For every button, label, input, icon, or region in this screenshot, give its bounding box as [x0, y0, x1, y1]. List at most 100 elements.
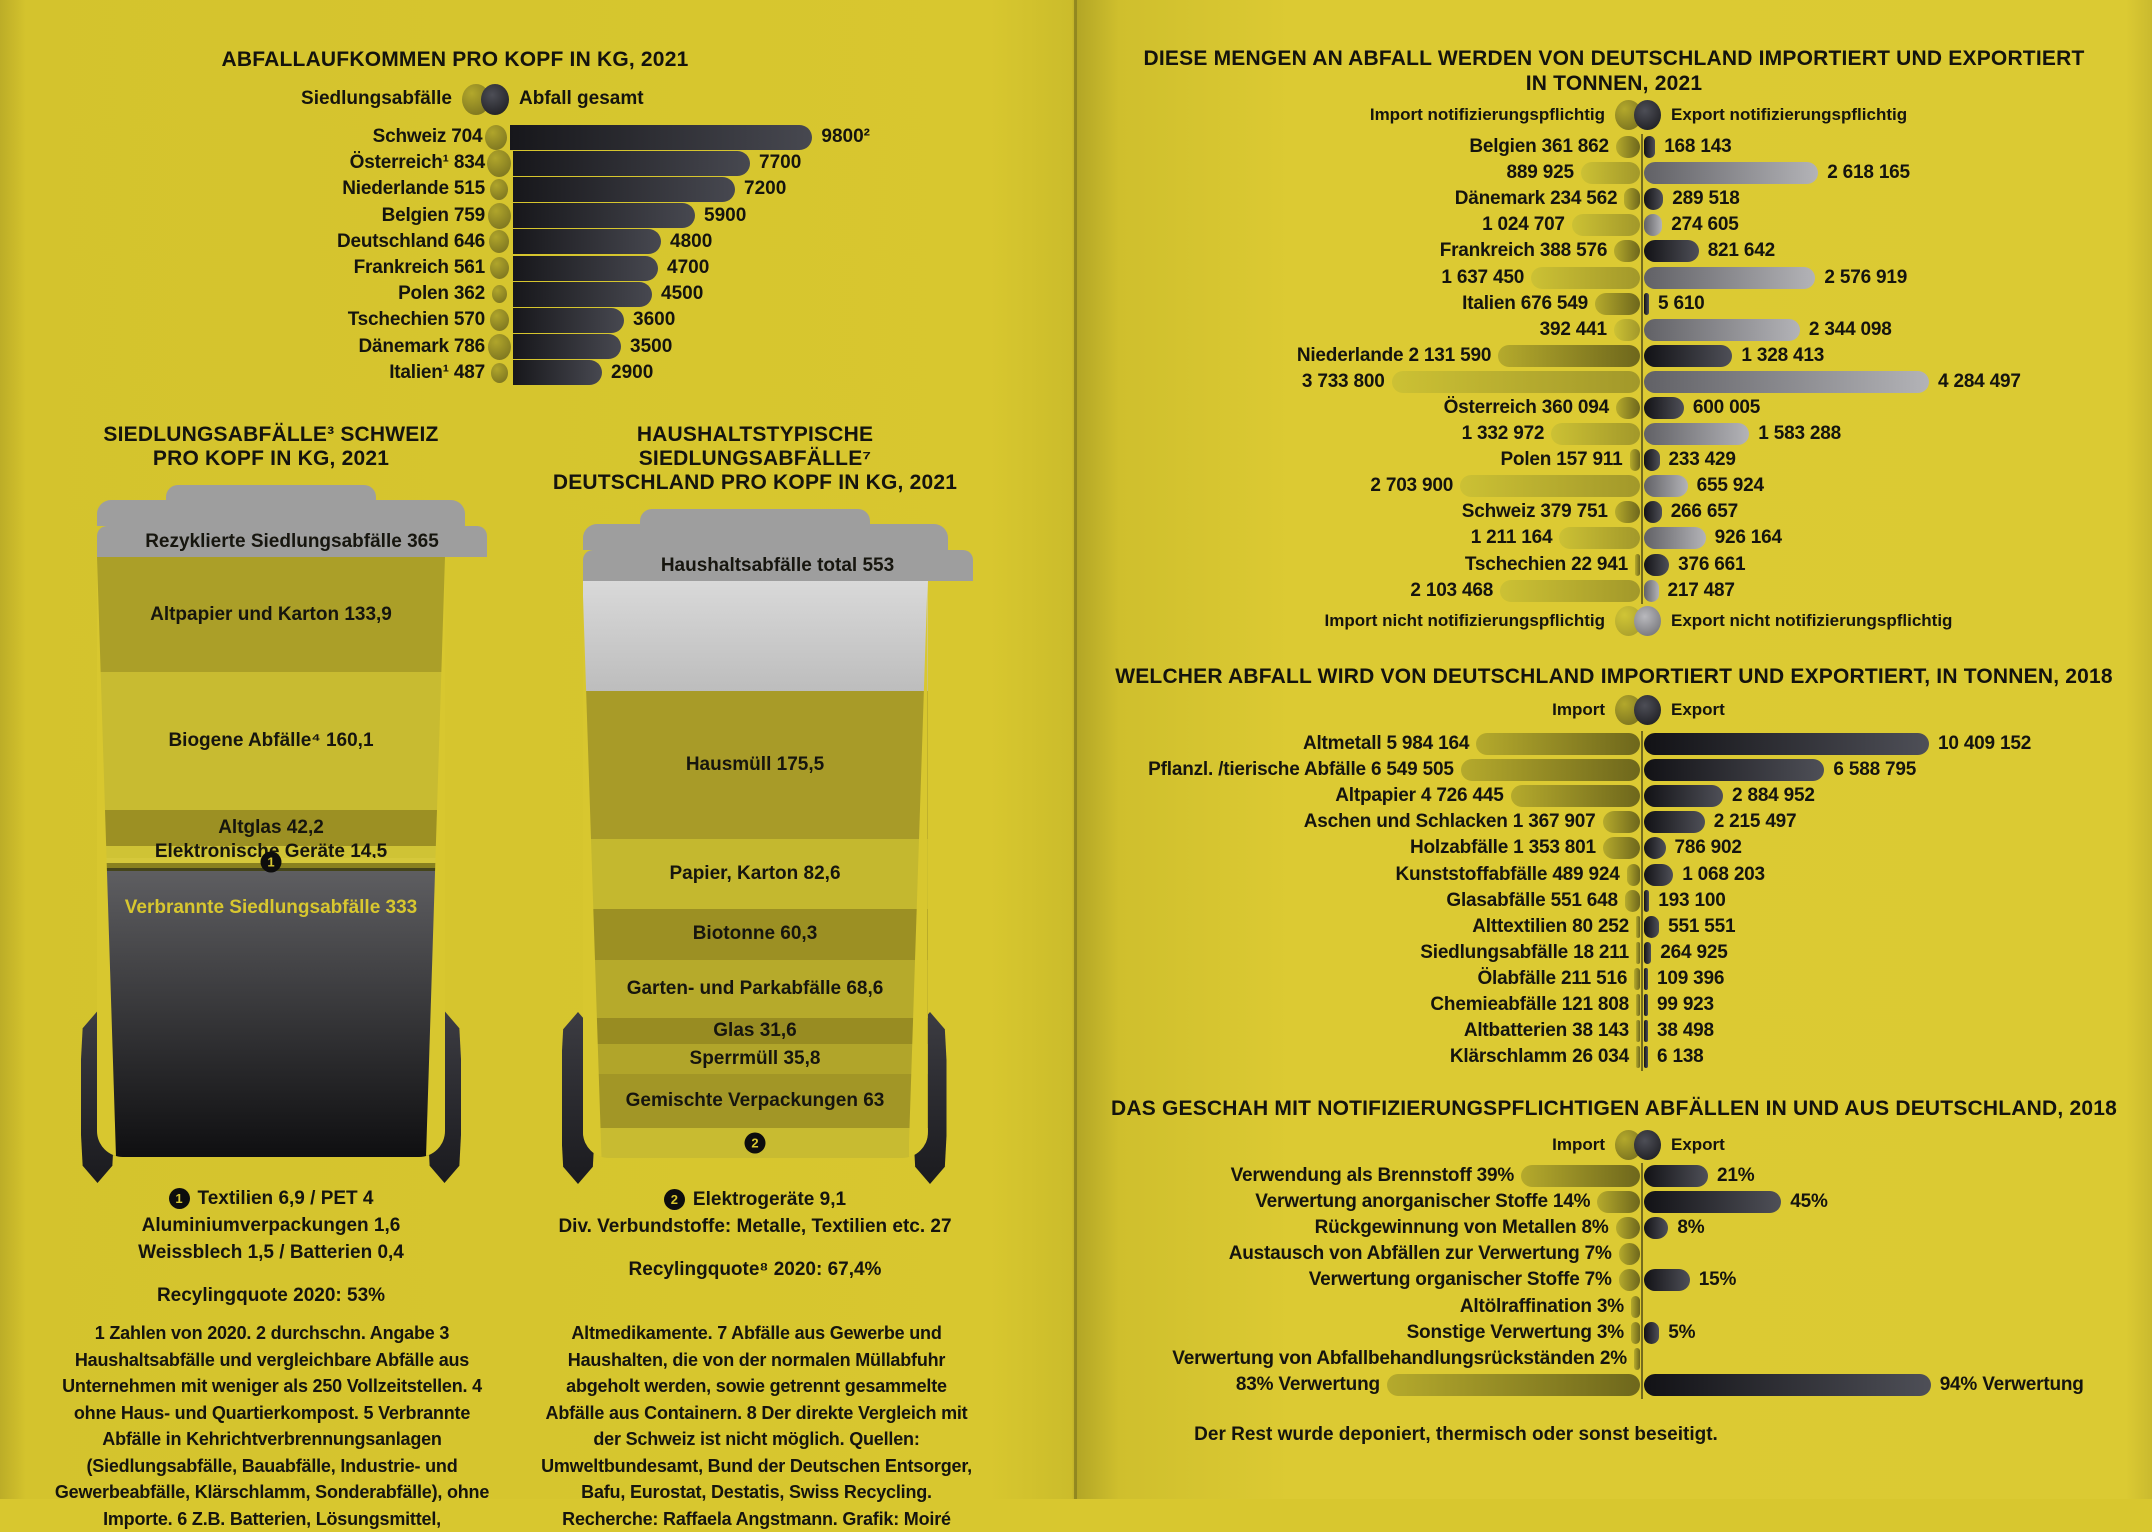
- import-label: Austausch von Abfällen zur Verwertung 7%: [1228, 1243, 1612, 1265]
- export-value: 2 576 919: [1824, 266, 1908, 288]
- bar-row: 3 733 800 4 284 497: [1076, 369, 2152, 395]
- country-label: Österreich¹ 834: [349, 152, 486, 174]
- import-bar: [1521, 1165, 1640, 1188]
- bar-row: Österreich 360 094 600 005: [1076, 395, 2152, 421]
- bin-segment: Glas 31,6: [582, 1017, 928, 1045]
- bin-segment-label: Verbrannte Siedlungsabfälle 333: [124, 896, 418, 918]
- export-bar: [1644, 1046, 1648, 1069]
- bar-row: Italien 676 549 5 610: [1076, 291, 2152, 317]
- bin-burned-segment: Verbrannte Siedlungsabfälle 333: [97, 870, 445, 1157]
- import-bar: [1626, 863, 1640, 886]
- import-bar: [1615, 1217, 1640, 1240]
- bar-row: Altmetall 5 984 164 10 409 152: [1076, 731, 2152, 757]
- bin-title: HAUSHALTSTYPISCHE SIEDLUNGSABFÄLLE⁷ DEUT…: [552, 423, 958, 494]
- bar-row: Altölraffination 3%: [1076, 1293, 2152, 1319]
- import-label: 1 024 707: [1482, 214, 1565, 236]
- import-side: 392 441: [1076, 318, 1642, 341]
- export-value: 4 284 497: [1938, 370, 2021, 392]
- export-value: 1 068 203: [1682, 863, 1765, 885]
- country-label: Niederlande 515: [342, 178, 485, 200]
- bin-body: Hausmüll 175,5 Papier, Karton 82,6 Biotonn…: [582, 581, 928, 1158]
- bin-segment: Altglas 42,2: [97, 809, 445, 846]
- bin-lid-label: Haushaltsabfälle total 553: [582, 550, 973, 581]
- export-bar: [1644, 811, 1705, 834]
- bar-row: Verwertung organischer Stoffe 7% 15%: [1076, 1267, 2152, 1293]
- export-side: 1 328 413: [1642, 344, 2152, 367]
- right-edge-shade: [2126, 0, 2152, 1499]
- export-side: 264 925: [1642, 941, 2152, 964]
- import-side: Sonstige Verwertung 3%: [1076, 1321, 1642, 1344]
- municipal-circle-slot: [485, 230, 513, 254]
- chart-bin-swiss: SIEDLUNGSABFÄLLE³ SCHWEIZ PRO KOPF IN KG…: [51, 423, 491, 1307]
- bin-segment-label: Gemischte Verpackungen 63: [625, 1089, 885, 1111]
- bar-row: 1 024 707 274 605: [1076, 212, 2152, 238]
- bar-row: Österreich¹ 834 7700: [40, 149, 870, 177]
- import-side: 83% Verwertung: [1076, 1373, 1642, 1396]
- chart-title-treatment: DAS GESCHAH MIT NOTIFIZIERUNGSPFLICHTIGE…: [1111, 1097, 2117, 1120]
- import-label: Chemieabfälle 121 808: [1430, 993, 1629, 1015]
- export-bar: [1644, 889, 1650, 912]
- country-label: Schweiz 704: [372, 126, 483, 148]
- bin-empty-segment: [582, 581, 928, 691]
- legend-dark-dot-icon: [1634, 100, 1661, 130]
- total-value: 2900: [611, 361, 654, 383]
- export-value: 217 487: [1667, 579, 1735, 601]
- export-value: 99 923: [1657, 993, 1714, 1015]
- bar-row: Schweiz 379 751 266 657: [1076, 499, 2152, 525]
- legend-import-export: Import Export: [1076, 1130, 2152, 1160]
- import-side: Italien 676 549: [1076, 292, 1642, 315]
- bar-row: 83% Verwertung 94% Verwertung: [1076, 1372, 2152, 1398]
- bar-row: 1 637 450 2 576 919: [1076, 264, 2152, 290]
- municipal-circle-slot: [482, 124, 510, 150]
- total-value: 5900: [704, 204, 747, 226]
- export-bar: [1644, 449, 1660, 472]
- bar-row: Altpapier 4 726 445 2 884 952: [1076, 783, 2152, 809]
- export-side: 99 923: [1642, 993, 2152, 1016]
- export-side: 600 005: [1642, 396, 2152, 419]
- center-axis: [1641, 731, 1643, 1071]
- export-side: 376 661: [1642, 553, 2152, 576]
- bar-row: Niederlande 515 7200: [40, 176, 870, 202]
- bar-row: 392 441 2 344 098: [1076, 317, 2152, 343]
- export-bar: [1644, 1191, 1782, 1214]
- bin-segment-label: Altglas 42,2: [218, 816, 324, 838]
- import-label: Glasabfälle 551 648: [1446, 889, 1618, 911]
- import-bar: [1616, 396, 1640, 419]
- legend-label-siedlungsabfaelle: Siedlungsabfälle: [301, 88, 452, 109]
- municipal-circle: [489, 257, 509, 280]
- country-label: Polen 362: [398, 283, 485, 305]
- total-value: 4700: [667, 257, 710, 279]
- bin-lid-label: Rezyklierte Siedlungsabfälle 365: [97, 526, 487, 557]
- import-label: Dänemark 234 562: [1454, 188, 1618, 210]
- import-side: Kunststoffabfälle 489 924: [1076, 863, 1642, 886]
- export-bar: [1644, 733, 1929, 756]
- import-label: Altölraffination 3%: [1459, 1295, 1624, 1317]
- export-value: 655 924: [1696, 475, 1764, 497]
- export-side: 5%: [1642, 1321, 2152, 1344]
- export-value: 15%: [1698, 1269, 1737, 1291]
- percapita-rows: Schweiz 704 9800² Österreich¹ 834 7700 Niede…: [40, 124, 870, 386]
- legend-light-gray-dot-icon: [1634, 606, 1661, 636]
- bin-graphic: Haushaltsabfälle total 553 Hausmüll 175,…: [561, 509, 973, 1184]
- import-bar: [1624, 889, 1640, 912]
- chart-title-trade-countries: DIESE MENGEN AN ABFALL WERDEN VON DEUTSC…: [1143, 47, 2085, 95]
- import-label: 3 733 800: [1301, 370, 1385, 392]
- export-bar: [1644, 993, 1648, 1016]
- export-bar: [1644, 214, 1663, 237]
- export-value: 264 925: [1660, 941, 1728, 963]
- export-value: 2 215 497: [1713, 811, 1797, 833]
- import-label: Frankreich 388 576: [1439, 240, 1608, 262]
- import-label: Belgien 361 862: [1469, 136, 1609, 158]
- export-side: 4 284 497: [1642, 370, 2152, 393]
- import-side: Austausch von Abfällen zur Verwertung 7%: [1076, 1243, 1642, 1266]
- import-side: Klärschlamm 26 034: [1076, 1046, 1642, 1069]
- bar-row: Verwendung als Brennstoff 39% 21%: [1076, 1163, 2152, 1189]
- import-bar: [1476, 733, 1640, 756]
- import-side: Polen 157 911: [1076, 449, 1642, 472]
- bar-row: Dänemark 786 3500: [40, 333, 870, 360]
- bin-segment: Hausmüll 175,5: [582, 691, 928, 840]
- import-bar: [1630, 1321, 1640, 1344]
- export-side: 266 657: [1642, 501, 2152, 524]
- bar-row: Sonstige Verwertung 3% 5%: [1076, 1320, 2152, 1346]
- export-value: 10 409 152: [1938, 733, 2032, 755]
